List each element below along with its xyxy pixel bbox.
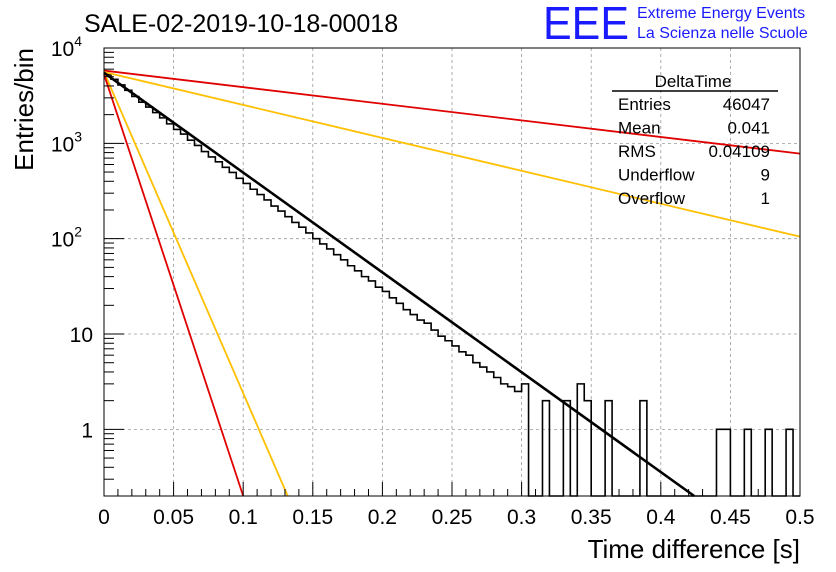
stats-value: 1	[761, 189, 770, 208]
fit-line-band-upper-fast	[103, 71, 289, 497]
x-tick-label: 0.2	[368, 506, 397, 529]
x-tick-label: 0.05	[153, 506, 194, 529]
x-tick-labels: 0 0.05 0.1 0.15 0.2 0.25 0.3 0.35 0.4 0.45 0.5	[98, 506, 814, 529]
chart-title: SALE-02-2019-10-18-00018	[84, 10, 398, 38]
stats-box: DeltaTime Entries 46047 Mean 0.041 RMS 0.0410…	[612, 72, 778, 208]
y-tick-label: 10	[70, 324, 93, 347]
fit-line-band-lower-fast	[103, 74, 245, 497]
stats-label: Underflow	[618, 166, 695, 185]
fit-line-band-lower-slow	[103, 71, 801, 238]
stats-label: RMS	[618, 142, 656, 161]
grid	[104, 48, 800, 496]
x-tick-label: 0.35	[571, 506, 612, 529]
x-tick-label: 0.15	[292, 506, 333, 529]
logo-mark: EEE	[543, 0, 629, 49]
x-tick-label: 0.3	[507, 506, 536, 529]
stats-box-title: DeltaTime	[655, 72, 732, 91]
fit-line-band-upper-slow	[103, 69, 801, 155]
x-tick-label: 0.1	[229, 506, 258, 529]
x-axis-title: Time difference [s]	[588, 534, 800, 564]
x-tick-label: 0.4	[646, 506, 676, 529]
stats-label: Entries	[618, 95, 671, 114]
stats-value: 46047	[723, 95, 770, 114]
x-tick-label: 0.45	[710, 506, 751, 529]
logo-line-1: Extreme Energy Events	[637, 5, 805, 22]
y-tick-label: 1	[81, 419, 93, 442]
x-tick-label: 0.5	[785, 506, 814, 529]
logo-line-2: La Scienza nelle Scuole	[637, 25, 808, 42]
y-tick-label: 104	[51, 33, 82, 61]
x-tick-label: 0	[98, 506, 110, 529]
fit-curves	[103, 69, 801, 498]
stats-value: 0.04109	[709, 142, 770, 161]
stats-label: Overflow	[618, 189, 686, 208]
x-tick-label: 0.25	[432, 506, 473, 529]
stats-value: 9	[761, 166, 770, 185]
fit-line-fit	[103, 71, 695, 498]
stats-value: 0.041	[727, 119, 770, 138]
y-axis-title: Entries/bin	[9, 48, 39, 171]
stats-label: Mean	[618, 119, 661, 138]
y-tick-label: 103	[51, 128, 82, 156]
stats-box-rows: Entries 46047 Mean 0.041 RMS 0.04109 Underflow…	[618, 95, 770, 208]
axis-ticks	[103, 47, 801, 497]
y-tick-label: 102	[51, 224, 82, 252]
